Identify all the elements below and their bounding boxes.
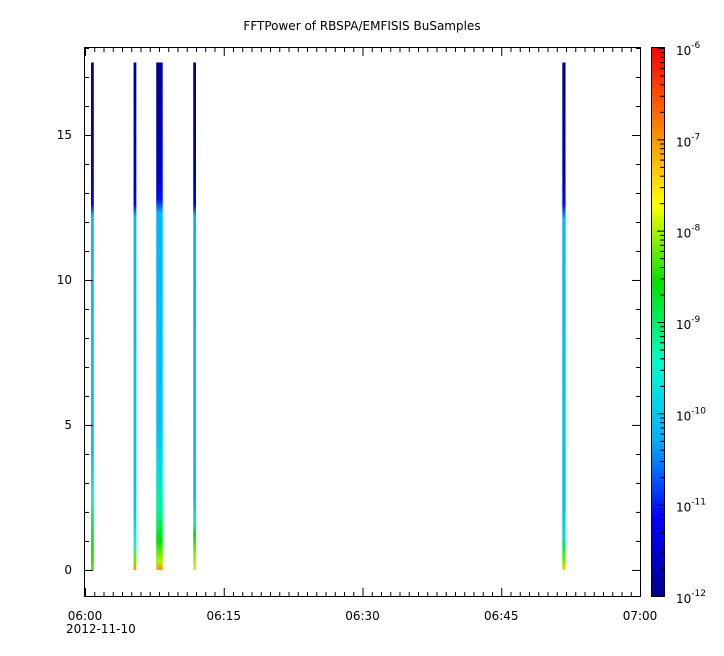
burst-3 xyxy=(156,62,163,570)
x-axis: 06:00 06:15 06:30 06:45 07:00 xyxy=(68,48,658,623)
y-tick-label: 0 xyxy=(64,563,72,577)
colorbar-tick-label: 10-11 xyxy=(676,498,706,515)
x-tick-label: 06:30 xyxy=(345,609,380,623)
x-tick-label: 07:00 xyxy=(623,609,658,623)
colorbar-axis: 10-12 10-11 10-10 10-9 10-8 10-7 10-6 xyxy=(657,41,706,606)
y-tick-label: 5 xyxy=(64,418,72,432)
colorbar-tick-label: 10-7 xyxy=(676,132,700,149)
x-tick-label: 06:45 xyxy=(484,609,519,623)
colorbar-tick-label: 10-9 xyxy=(676,315,701,332)
x-tick-label: 06:15 xyxy=(206,609,241,623)
colorbar-tick-label: 10-6 xyxy=(676,41,701,58)
burst-1 xyxy=(91,62,94,570)
x-date-label: 2012-11-10 xyxy=(66,622,136,636)
y-axis: 0 5 10 15 xyxy=(57,48,640,577)
x-tick-label: 06:00 xyxy=(68,609,103,623)
burst-2 xyxy=(133,62,137,570)
plot-frame xyxy=(84,47,641,597)
y-tick-label: 10 xyxy=(57,273,72,287)
chart-title: FFTPower of RBSPA/EMFISIS BuSamples xyxy=(243,19,480,33)
colorbar-tick-label: 10-10 xyxy=(676,406,706,423)
burst-5 xyxy=(562,62,566,570)
burst-layer xyxy=(91,62,566,570)
burst-4 xyxy=(193,62,196,570)
colorbar-tick-label: 10-8 xyxy=(676,224,701,241)
colorbar-tick-label: 10-12 xyxy=(676,589,706,606)
y-tick-label: 15 xyxy=(57,128,72,142)
